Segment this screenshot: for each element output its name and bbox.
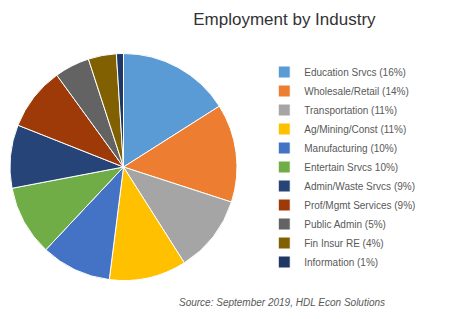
svg-text:Information (1%): Information (1%): [304, 257, 378, 268]
svg-text:Fin Insur RE (4%): Fin Insur RE (4%): [304, 238, 383, 249]
svg-text:Wholesale/Retail (14%): Wholesale/Retail (14%): [304, 86, 409, 97]
svg-text:Manufacturing (10%): Manufacturing (10%): [304, 143, 397, 154]
svg-text:Employment by Industry: Employment by Industry: [193, 10, 376, 29]
svg-text:Source: September 2019, HDL Ec: Source: September 2019, HDL Econ Solutio…: [179, 297, 385, 308]
svg-text:Admin/Waste Srvcs (9%): Admin/Waste Srvcs (9%): [304, 181, 415, 192]
svg-text:Transportation (11%): Transportation (11%): [304, 105, 397, 116]
svg-text:Education Srvcs (16%): Education Srvcs (16%): [304, 67, 406, 78]
svg-text:Entertain Srvcs 10%): Entertain Srvcs 10%): [304, 162, 398, 173]
svg-text:Public Admin (5%): Public Admin (5%): [304, 219, 386, 230]
svg-text:Prof/Mgmt Services (9%): Prof/Mgmt Services (9%): [304, 200, 415, 211]
svg-text:Ag/Mining/Const (11%): Ag/Mining/Const (11%): [304, 124, 406, 135]
